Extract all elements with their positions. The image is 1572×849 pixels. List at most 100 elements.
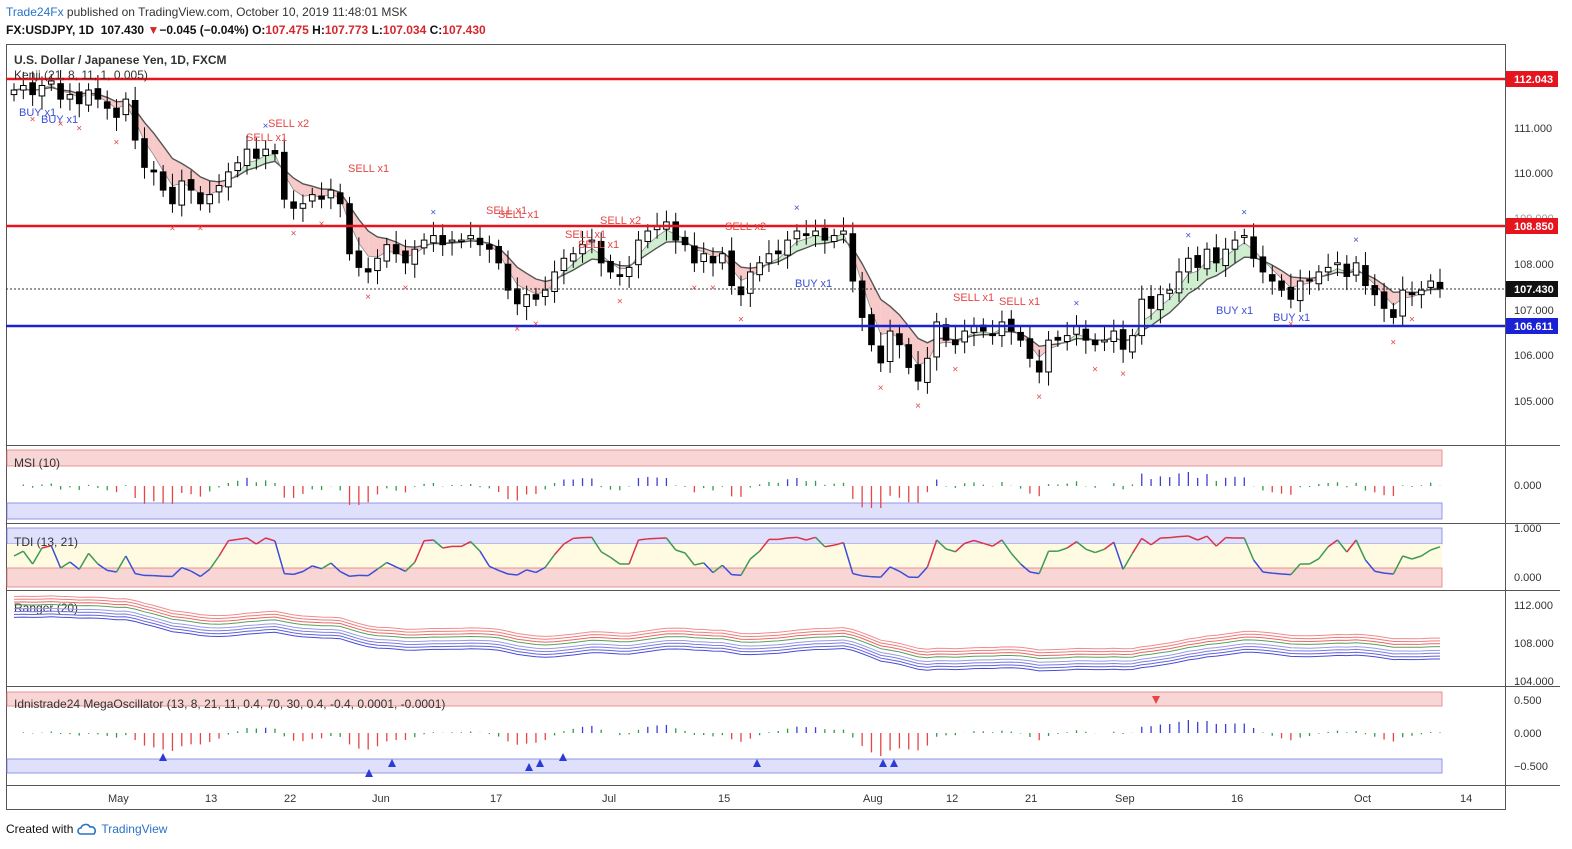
open-value: 107.475	[265, 23, 309, 37]
sell-x-icon: ×	[691, 283, 697, 294]
tradingview-link[interactable]: TradingView	[101, 822, 168, 836]
candle-body	[765, 253, 773, 264]
candle-body	[1278, 280, 1285, 291]
candle-body	[243, 148, 251, 167]
signal-label: SELL x2	[600, 215, 641, 227]
tdi-segment	[1197, 535, 1208, 541]
candle-body	[588, 239, 596, 243]
low-value: 107.034	[382, 23, 427, 37]
cloud-segment	[172, 158, 182, 186]
candle-body	[1259, 256, 1267, 273]
candle-body	[234, 162, 241, 172]
tdi-segment	[1309, 558, 1320, 565]
candle-body	[299, 203, 307, 209]
signal-label: SELL x1	[498, 209, 539, 221]
created-with-label: Created with	[6, 822, 74, 836]
tdi-segment	[1010, 552, 1022, 565]
signal-label: SELL x1	[486, 205, 527, 217]
tdi-segment	[591, 536, 602, 553]
publish-info: Trade24Fx published on TradingView.com, …	[6, 5, 407, 19]
candle-body	[849, 233, 857, 282]
candle-body	[1203, 248, 1211, 270]
tdi-segment	[535, 566, 546, 574]
tdi-segment	[1131, 538, 1143, 554]
candle-body	[1296, 280, 1304, 302]
tdi-segment	[806, 536, 816, 541]
candle-body	[1147, 295, 1155, 309]
tdi-segment	[1038, 550, 1050, 574]
low-label: L:	[371, 23, 383, 37]
cloud-segment	[256, 155, 266, 168]
tdi-segment	[339, 570, 350, 577]
candle-body	[420, 239, 428, 249]
cloud-segment	[200, 176, 210, 195]
candle-body	[700, 253, 707, 262]
tdi-segment	[759, 538, 770, 552]
candle-body	[131, 100, 139, 141]
buy-triangle-icon	[753, 759, 761, 767]
tdi-segment	[181, 566, 192, 572]
tdi-segment	[115, 555, 127, 573]
svg-text:108.000: 108.000	[1514, 259, 1554, 271]
cloud-segment	[1384, 285, 1394, 306]
tdi-segment	[936, 539, 947, 550]
candle-body	[1110, 330, 1118, 343]
candle-body	[150, 169, 158, 173]
tdi-segment	[1272, 572, 1282, 575]
brand-link[interactable]: Trade24Fx	[6, 5, 64, 19]
candle-body	[290, 201, 297, 209]
candle-body	[952, 339, 959, 346]
candle-body	[253, 148, 260, 159]
tdi-segment	[31, 547, 43, 565]
sell-x-icon: ×	[197, 224, 203, 235]
ranger-band-line	[13, 601, 1440, 657]
close-value: 107.430	[442, 23, 486, 37]
candle-body	[840, 230, 847, 235]
sell-x-icon: ×	[169, 224, 175, 235]
tdi-segment	[1188, 535, 1198, 541]
tdi-segment	[1215, 537, 1227, 547]
tdi-segment	[554, 543, 565, 556]
msi-histogram	[22, 472, 1441, 508]
candle-body	[85, 89, 92, 106]
tdi-segment	[1094, 548, 1105, 554]
kenji-fast-line	[13, 84, 1441, 366]
tdi-segment	[1206, 535, 1217, 547]
signal-label: BUY x1	[19, 107, 56, 119]
sell-x-icon: ×	[514, 324, 520, 335]
symbol-label: FX:USDJPY, 1D	[6, 23, 95, 37]
tdi-tick-1: 1.000	[1514, 523, 1542, 535]
candle-body	[942, 324, 950, 341]
candle-body	[970, 326, 978, 333]
sell-x-icon: ×	[365, 292, 371, 303]
candle-body	[402, 250, 409, 264]
candle-body	[560, 257, 568, 272]
cloud-segment	[526, 273, 536, 294]
price-change: −0.045 (−0.04%)	[159, 23, 249, 37]
time-label: Aug	[863, 793, 883, 805]
cloud-segment	[862, 263, 872, 311]
tdi-segment	[78, 552, 90, 570]
sell-x-icon: ×	[710, 283, 716, 294]
time-label: 21	[1025, 793, 1037, 805]
tdi-segment	[470, 541, 481, 552]
candle-body	[802, 233, 810, 237]
candle-body	[1306, 279, 1313, 282]
candle-body	[1324, 266, 1332, 273]
svg-text:107.430: 107.430	[1514, 284, 1554, 296]
tdi-segment	[600, 551, 611, 559]
candle-body	[1185, 257, 1192, 273]
candle-body	[262, 148, 269, 157]
mega-histogram	[22, 696, 1441, 777]
candle-body	[458, 239, 465, 242]
candle-body	[392, 244, 400, 255]
candle-body	[691, 245, 698, 264]
kenji-slow-line	[13, 86, 1441, 348]
tdi-segment	[712, 564, 723, 574]
candle-body	[1334, 262, 1341, 266]
candle-body	[178, 180, 186, 206]
time-label: 13	[205, 793, 217, 805]
signal-label: BUY x1	[795, 278, 832, 290]
buy-triangle-icon	[536, 759, 544, 767]
